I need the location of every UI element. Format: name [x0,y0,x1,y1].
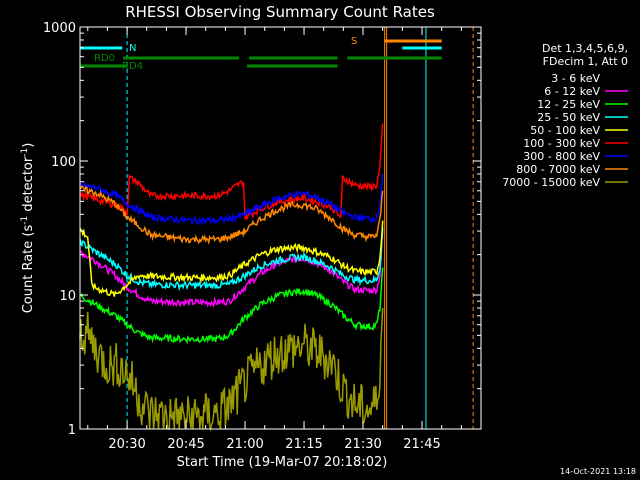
y-tick-label: 1000 [43,21,76,36]
plot-frame [79,26,482,430]
timestamp: 14-Oct-2021 13:18 [560,467,636,476]
legend: Det 1,3,4,5,6,9, FDecim 1, Att 0 3 - 6 k… [502,42,628,189]
y-axis-ticks: 1 10 100 1000 [43,21,481,438]
series-line [79,231,384,308]
legend-header-1: Det 1,3,4,5,6,9, [542,42,628,55]
flag-label-rd0: RD0 [94,53,115,64]
series-line [79,185,384,245]
x-tick-label: 20:45 [167,437,204,452]
x-tick-label: 20:30 [108,437,145,452]
y-tick-label: 100 [51,155,76,170]
flag-label-s: S [351,36,357,47]
y-tick-label: 10 [59,289,76,304]
x-tick-label: 21:30 [344,437,381,452]
x-tick-label: 21:45 [403,437,440,452]
legend-label: 800 - 7000 keV [516,163,600,176]
legend-label: 6 - 12 keV [544,85,600,98]
series-line [79,267,384,345]
legend-label: 50 - 100 keV [530,124,600,137]
legend-label: 100 - 300 keV [523,137,600,150]
series-line [79,173,384,226]
legend-header-2: FDecim 1, Att 0 [543,55,628,68]
series-line [79,123,384,220]
legend-label: 12 - 25 keV [537,98,600,111]
series-line [79,227,384,292]
legend-label: 3 - 6 keV [551,72,600,85]
flag-label-n: N [129,43,136,54]
legend-label: 300 - 800 keV [523,150,600,163]
series-line [79,307,384,432]
series-line [79,220,384,297]
chart-title: RHESSI Observing Summary Count Rates [125,3,435,21]
series-lines [79,123,385,432]
y-tick-label: 1 [68,423,76,438]
flag-label-rd4: RD4 [122,61,143,72]
flag-bars: N RD0 RD4 S [80,36,442,72]
y-axis-label: Count Rate (s-1 detector-1) [20,143,36,314]
x-axis-ticks: 20:30 20:45 21:00 21:15 21:30 21:45 [87,27,462,452]
legend-label: 7000 - 15000 keV [502,176,600,189]
x-tick-label: 21:15 [285,437,322,452]
x-tick-label: 21:00 [226,437,263,452]
series-line [79,272,385,381]
legend-label: 25 - 50 keV [537,111,600,124]
x-axis-label: Start Time (19-Mar-07 20:18:02) [177,455,388,470]
